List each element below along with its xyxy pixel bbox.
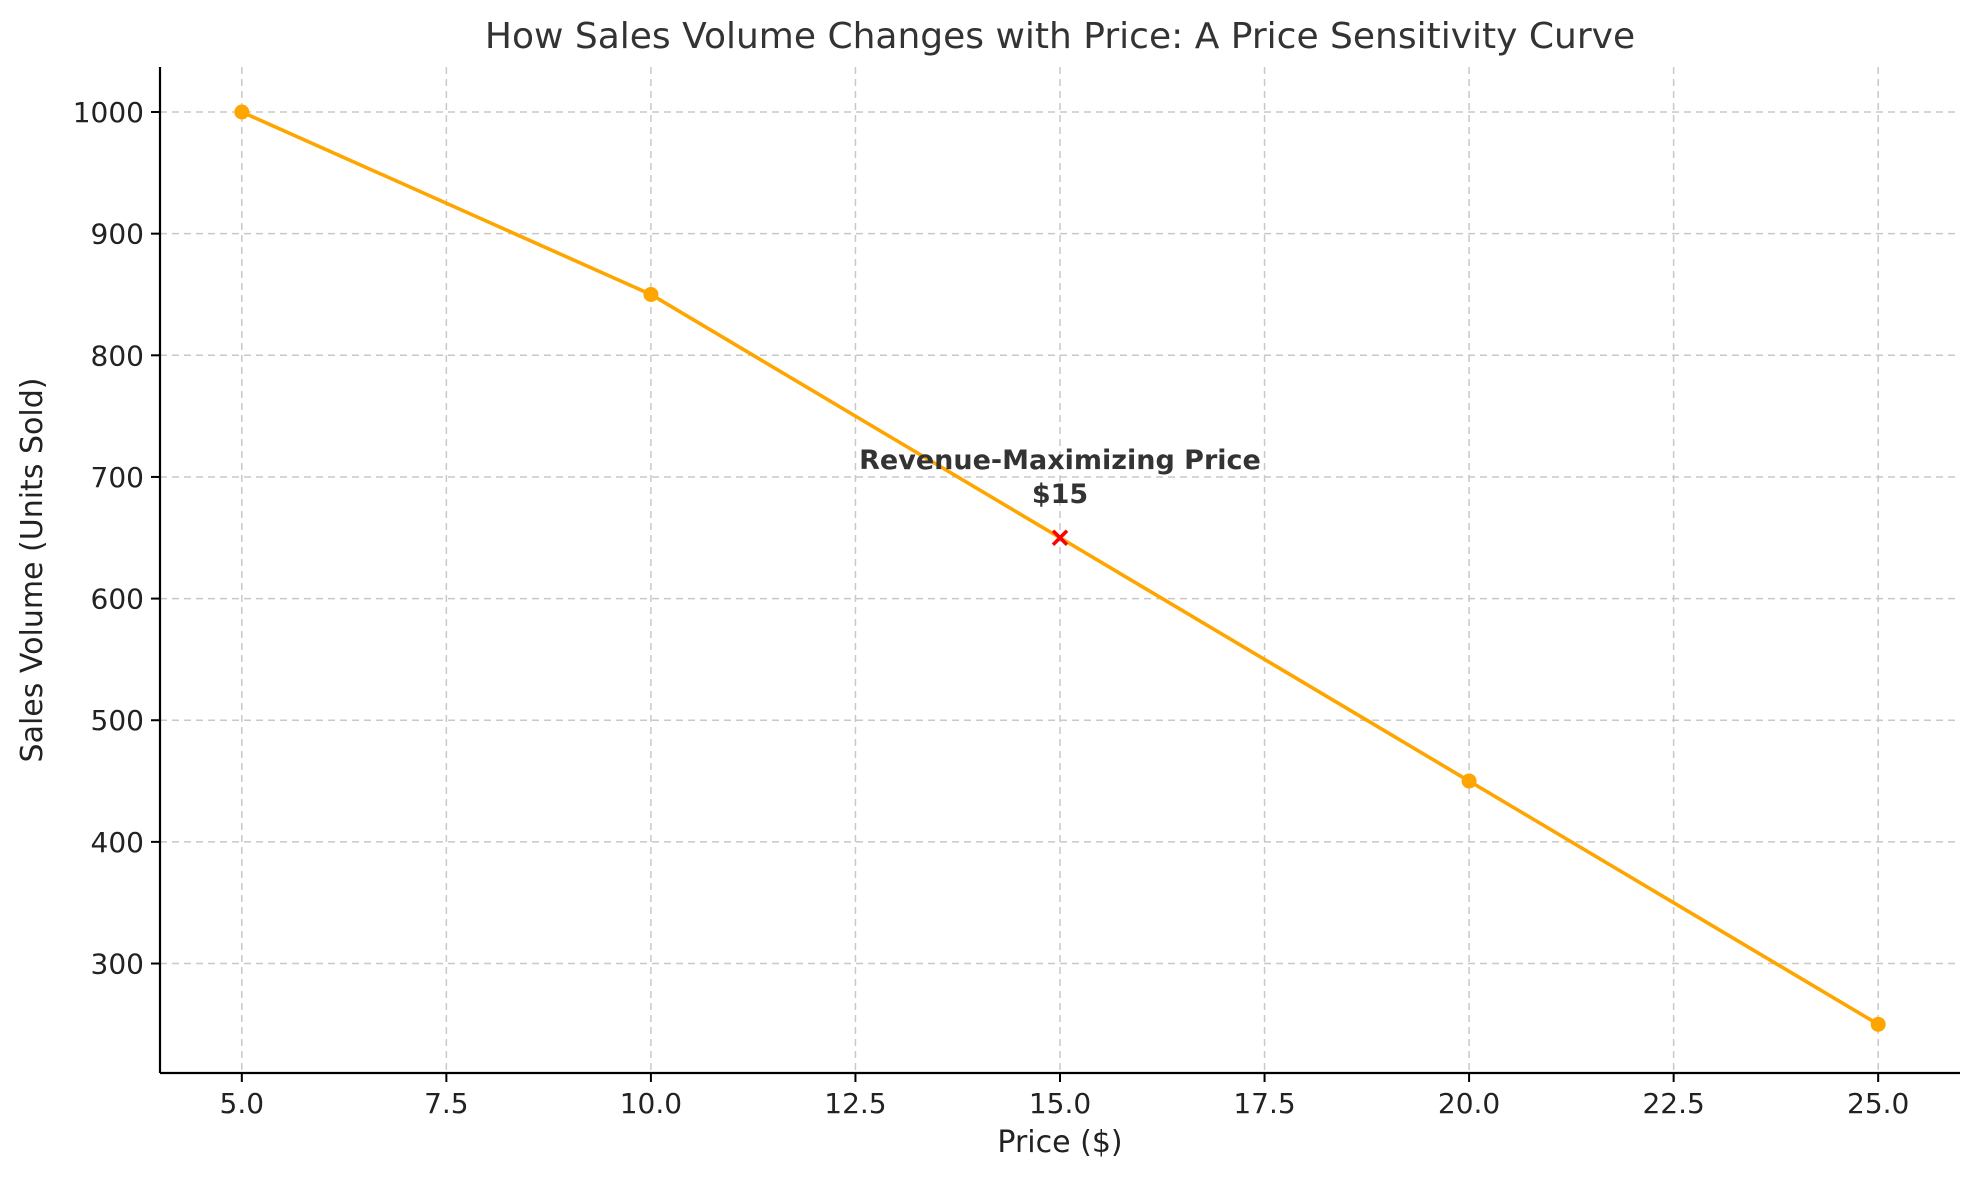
x-tick-label: 20.0 — [1438, 1087, 1500, 1120]
data-point — [1461, 773, 1477, 789]
y-tick-label: 600 — [91, 583, 144, 616]
y-tick-label: 900 — [91, 218, 144, 251]
data-point — [234, 104, 250, 120]
annotation-title: Revenue-Maximizing Price — [859, 445, 1261, 476]
y-tick-label: 700 — [91, 461, 144, 494]
x-tick-label: 10.0 — [620, 1087, 682, 1120]
chart-title: How Sales Volume Changes with Price: A P… — [485, 16, 1635, 57]
y-tick-label: 500 — [91, 704, 144, 737]
data-point — [643, 286, 659, 302]
data-point — [1870, 1016, 1886, 1032]
y-tick-label: 1000 — [73, 96, 144, 129]
data-series — [234, 104, 1886, 1032]
highlight-x-marker — [1051, 529, 1069, 547]
annotation-value: $15 — [1032, 479, 1088, 510]
x-tick-label: 7.5 — [424, 1087, 469, 1120]
y-axis-label: Sales Volume (Units Sold) — [15, 378, 50, 763]
x-axis-label: Price ($) — [997, 1125, 1122, 1160]
x-axis-ticks: 5.0 7.5 10.0 12.5 15.0 17.5 20.0 22.5 25.0 — [220, 1073, 1909, 1120]
x-tick-label: 22.5 — [1642, 1087, 1704, 1120]
x-tick-label: 5.0 — [220, 1087, 265, 1120]
y-tick-label: 400 — [91, 826, 144, 859]
x-tick-label: 17.5 — [1233, 1087, 1295, 1120]
y-axis-ticks: 300 400 500 600 700 800 900 1000 — [73, 96, 160, 981]
highlight-x-stroke — [1051, 529, 1069, 547]
highlight-annotation: Revenue-Maximizing Price$15 — [859, 445, 1261, 547]
x-tick-label: 15.0 — [1029, 1087, 1091, 1120]
y-tick-label: 800 — [91, 339, 144, 372]
grid-lines — [160, 67, 1960, 1073]
y-tick-label: 300 — [91, 948, 144, 981]
x-tick-label: 25.0 — [1847, 1087, 1909, 1120]
x-tick-label: 12.5 — [824, 1087, 886, 1120]
